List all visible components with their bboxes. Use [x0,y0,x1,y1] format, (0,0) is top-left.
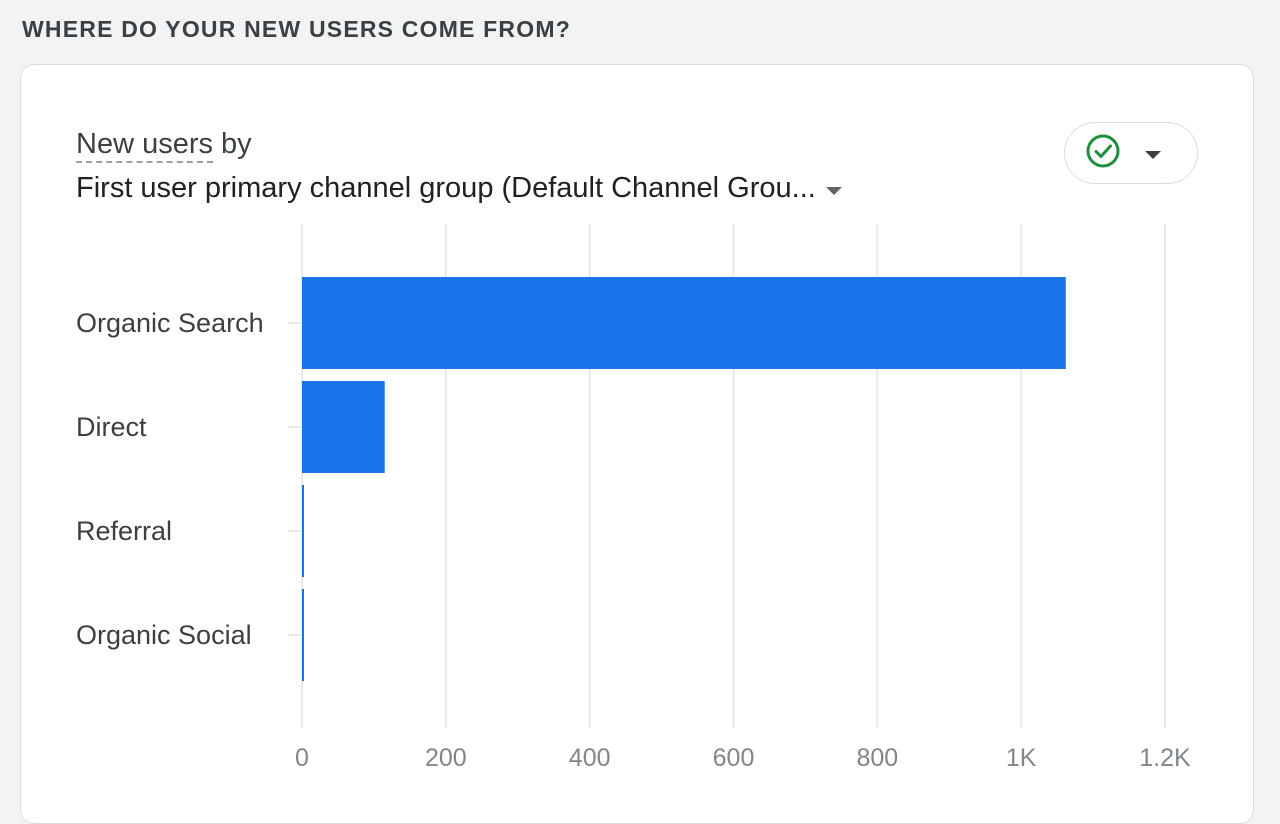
dimension-selector[interactable]: First user primary channel group (Defaul… [76,172,842,205]
category-label: Direct [76,412,147,442]
metric-selector[interactable]: New users [76,128,213,163]
x-tick-label: 1.2K [1139,744,1191,772]
caret-down-icon [1145,151,1161,159]
category-label: Organic Social [76,620,252,650]
chevron-down-icon [825,186,842,195]
section-title: WHERE DO YOUR NEW USERS COME FROM? [22,16,571,42]
check-circle-icon [1085,133,1121,174]
bar [302,485,304,577]
card-title: New users by [76,128,252,163]
x-tick-label: 1K [1006,744,1037,772]
data-quality-menu-button[interactable] [1064,122,1198,184]
bar [302,277,1066,369]
x-tick-label: 400 [569,744,611,772]
dimension-label: First user primary channel group (Defaul… [76,172,816,204]
x-tick-label: 200 [425,744,467,772]
x-tick-label: 600 [713,744,755,772]
bar [302,381,385,473]
category-label: Referral [76,516,172,546]
x-tick-label: 800 [856,744,898,772]
by-label: by [213,128,252,160]
new-users-card [20,64,1254,824]
bar [302,589,304,681]
x-tick-label: 0 [295,744,309,772]
category-label: Organic Search [76,308,264,338]
channel-bar-chart: Organic Search Direct Referral Organic Soci… [76,224,1191,772]
